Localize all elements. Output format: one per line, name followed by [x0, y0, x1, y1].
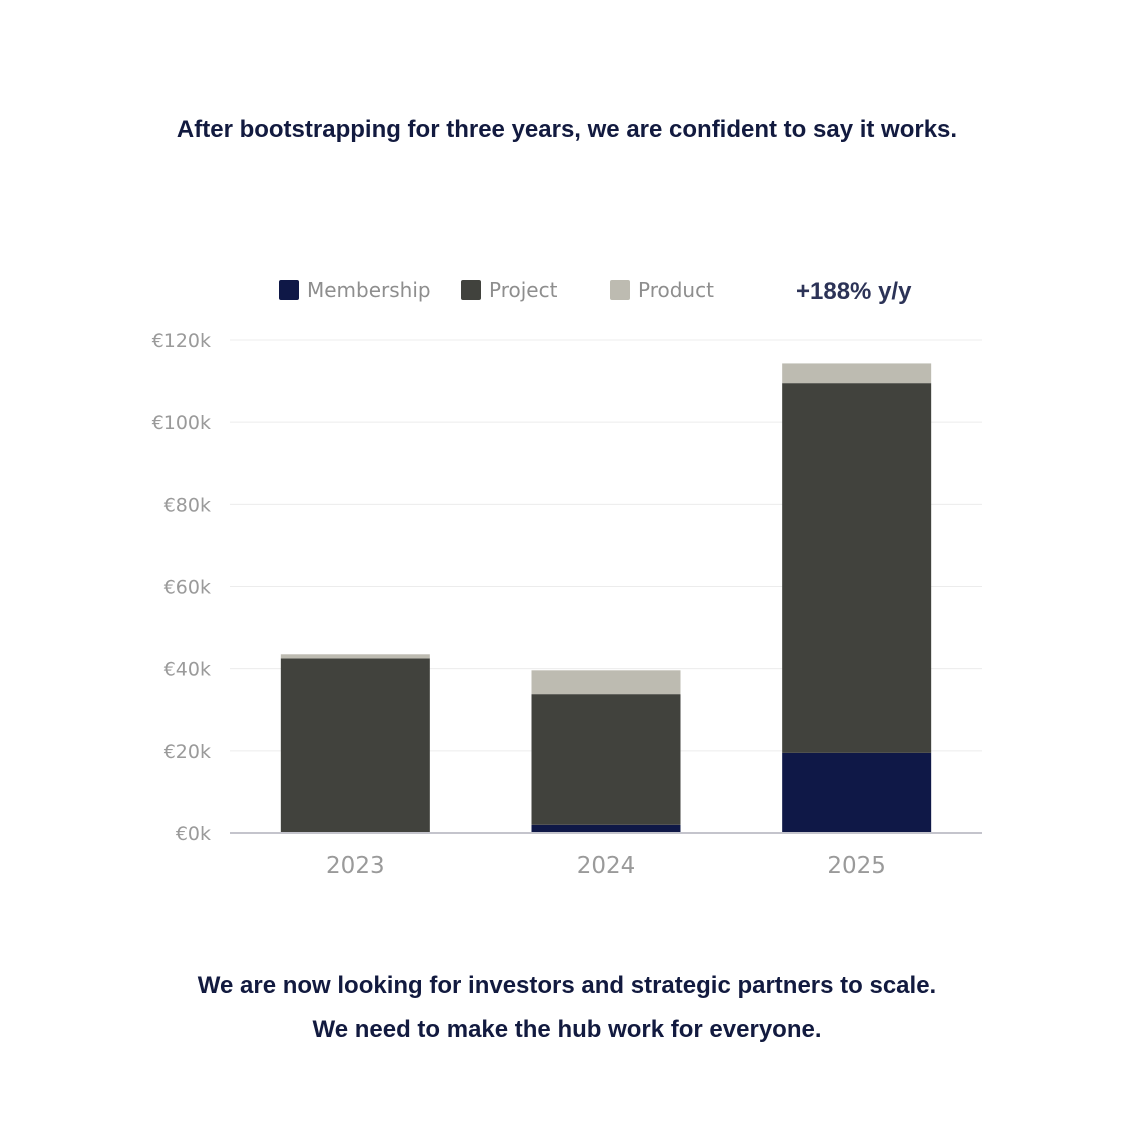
- y-tick-label: €20k: [164, 741, 211, 763]
- bar-2024-membership: [531, 824, 681, 833]
- bars: [280, 363, 932, 833]
- legend: Membership Project Product: [279, 278, 714, 302]
- x-tick-label: 2024: [577, 853, 636, 879]
- legend-item-product: Product: [610, 278, 714, 302]
- y-axis-ticks: €0k €20k €40k €60k €80k €100k €120k: [152, 330, 211, 845]
- legend-label: Product: [638, 278, 714, 302]
- legend-swatch: [610, 280, 630, 300]
- bar-2023-product: [280, 654, 430, 659]
- legend-item-project: Project: [461, 278, 558, 302]
- legend-item-membership: Membership: [279, 278, 431, 302]
- x-tick-label: 2025: [827, 853, 886, 879]
- growth-label: +188% y/y: [796, 278, 912, 305]
- y-tick-label: €120k: [152, 330, 211, 352]
- y-tick-label: €80k: [164, 494, 211, 516]
- headline-bottom-2: We need to make the hub work for everyon…: [312, 1016, 822, 1043]
- legend-label: Membership: [307, 278, 431, 302]
- y-tick-label: €100k: [152, 412, 211, 434]
- x-tick-label: 2023: [326, 853, 385, 879]
- x-axis-ticks: 2023 2024 2025: [326, 853, 886, 879]
- y-tick-label: €40k: [164, 659, 211, 681]
- bar-2025-membership: [782, 752, 932, 833]
- headline-bottom-1: We are now looking for investors and str…: [197, 972, 937, 999]
- headline-top: After bootstrapping for three years, we …: [176, 116, 958, 143]
- legend-label: Project: [489, 278, 558, 302]
- bar-2025-project: [782, 383, 932, 753]
- bar-2023-project: [280, 658, 430, 833]
- y-tick-label: €0k: [176, 823, 211, 845]
- y-tick-label: €60k: [164, 577, 211, 599]
- legend-swatch: [279, 280, 299, 300]
- bar-2024-product: [531, 670, 681, 695]
- bar-2025-product: [782, 363, 932, 384]
- legend-swatch: [461, 280, 481, 300]
- bar-2024-project: [531, 694, 681, 825]
